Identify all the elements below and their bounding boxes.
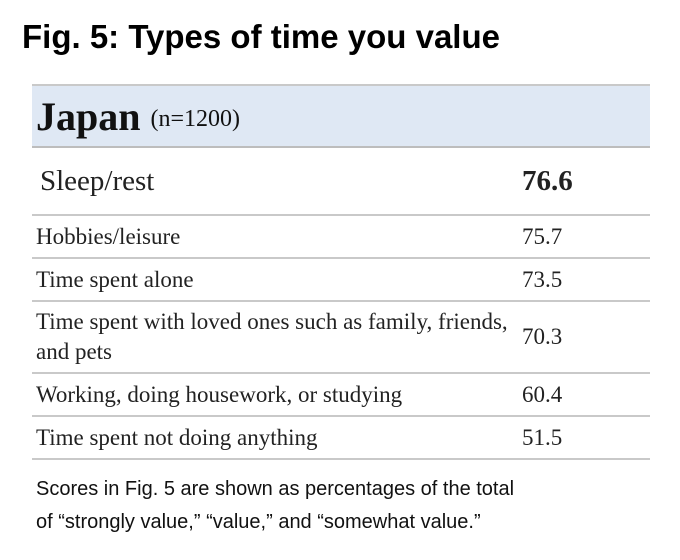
sample-size-note: (n=1200) [150, 105, 241, 132]
footnote-line: of “strongly value,” “value,” and “somew… [36, 511, 481, 533]
table-row: Time spent with loved ones such as famil… [32, 302, 650, 374]
country-label: Japan [36, 93, 141, 139]
row-value: 70.3 [522, 324, 563, 349]
row-value: 76.6 [522, 164, 573, 197]
row-label: Sleep/rest [40, 164, 155, 197]
row-label: Time spent with loved ones such as famil… [36, 309, 508, 364]
footnote: Scores in Fig. 5 are shown as percentage… [36, 473, 514, 539]
row-value: 51.5 [522, 424, 563, 450]
table-row: Time spent alone 73.5 [32, 259, 650, 302]
table-row: Hobbies/leisure 75.7 [32, 216, 650, 259]
footnote-line: Scores in Fig. 5 are shown as percentage… [36, 478, 515, 500]
row-label: Hobbies/leisure [36, 223, 181, 249]
table-header: Japan (n=1200) [32, 86, 650, 148]
figure-title: Fig. 5: Types of time you value [22, 18, 500, 55]
row-value: 73.5 [522, 266, 563, 292]
row-value: 75.7 [522, 223, 563, 249]
row-label: Time spent not doing anything [36, 424, 318, 450]
row-label: Time spent alone [36, 266, 194, 292]
table-row: Sleep/rest 76.6 [32, 148, 650, 216]
row-label: Working, doing housework, or studying [36, 381, 403, 407]
values-table: Japan (n=1200) Sleep/rest 76.6 Hobbies/l… [32, 84, 650, 460]
table-row: Working, doing housework, or studying 60… [32, 374, 650, 417]
table-row: Time spent not doing anything 51.5 [32, 417, 650, 460]
row-value: 60.4 [522, 381, 563, 407]
